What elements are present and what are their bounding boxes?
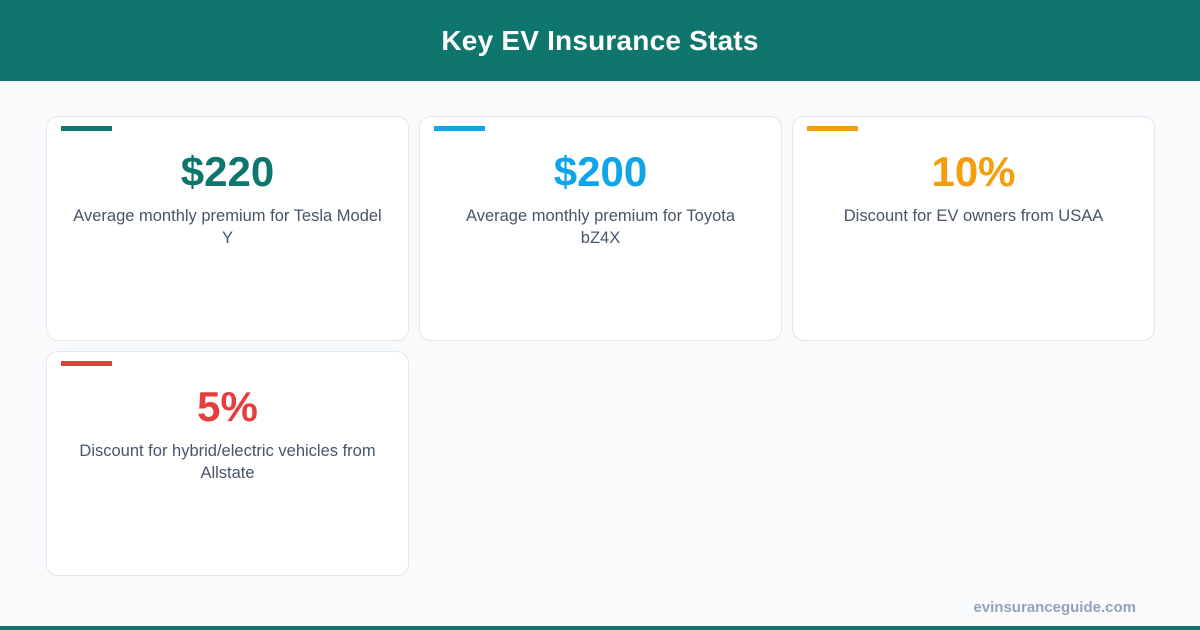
stat-card-usaa-discount: 10% Discount for EV owners from USAA: [792, 116, 1155, 341]
accent-bar: [61, 361, 112, 366]
stat-value: 5%: [197, 383, 258, 430]
site-url: evinsuranceguide.com: [973, 599, 1136, 616]
stat-value: $220: [180, 148, 275, 195]
header-banner: Key EV Insurance Stats: [0, 0, 1200, 81]
stat-card-allstate-discount: 5% Discount for hybrid/electric vehicles…: [46, 351, 409, 576]
stat-value: 10%: [931, 148, 1016, 195]
stat-value: $200: [553, 148, 648, 195]
stat-label: Average monthly premium for Tesla Model …: [73, 207, 382, 247]
accent-bar: [61, 126, 112, 131]
stat-label: Discount for EV owners from USAA: [843, 207, 1104, 225]
page-title: Key EV Insurance Stats: [441, 24, 759, 56]
accent-bar: [807, 126, 858, 131]
accent-bar: [434, 126, 485, 131]
stat-label: Discount for hybrid/electric vehicles fr…: [79, 442, 376, 482]
bottom-accent-bar: [0, 626, 1200, 630]
stat-card-toyota-premium: $200 Average monthly premium for Toyota …: [419, 116, 782, 341]
stat-card-tesla-premium: $220 Average monthly premium for Tesla M…: [46, 116, 409, 341]
stat-label: Average monthly premium for Toyota bZ4X: [465, 207, 736, 247]
